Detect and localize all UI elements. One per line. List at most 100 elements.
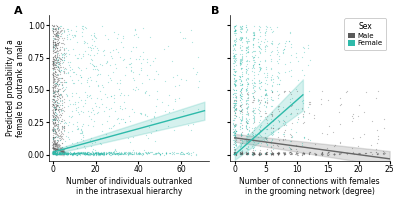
- Point: [239, 35, 246, 39]
- Point: [232, 110, 238, 114]
- Point: [233, 151, 239, 154]
- Point: [51, 95, 58, 98]
- Point: [56, 57, 63, 60]
- Point: [238, 152, 245, 156]
- Point: [58, 66, 64, 69]
- Point: [255, 152, 262, 155]
- Point: [130, 110, 137, 113]
- Point: [58, 152, 65, 156]
- Point: [231, 124, 238, 127]
- Point: [238, 74, 245, 78]
- Point: [238, 143, 244, 146]
- Point: [232, 28, 238, 32]
- Point: [231, 152, 237, 155]
- Point: [73, 25, 79, 28]
- Point: [90, 108, 96, 112]
- Point: [276, 113, 282, 116]
- Point: [59, 148, 65, 151]
- Point: [244, 39, 250, 43]
- Point: [59, 150, 65, 154]
- Point: [270, 77, 276, 80]
- Point: [244, 96, 250, 99]
- Point: [286, 143, 292, 146]
- Point: [54, 152, 61, 155]
- Point: [232, 131, 238, 135]
- Point: [249, 66, 256, 70]
- Point: [52, 56, 58, 59]
- Point: [280, 105, 286, 108]
- Point: [54, 101, 61, 104]
- Point: [103, 152, 109, 156]
- Point: [52, 38, 58, 41]
- Point: [132, 150, 139, 154]
- Point: [231, 148, 238, 151]
- Point: [232, 94, 239, 97]
- Point: [236, 93, 243, 96]
- Point: [58, 135, 64, 139]
- Point: [263, 112, 270, 115]
- Point: [57, 138, 63, 141]
- Point: [231, 101, 237, 105]
- Point: [64, 152, 70, 155]
- Point: [122, 150, 128, 154]
- Point: [238, 126, 245, 129]
- Point: [239, 118, 245, 121]
- Point: [238, 59, 244, 63]
- Point: [50, 37, 57, 40]
- Point: [269, 73, 276, 76]
- Point: [245, 132, 252, 135]
- Point: [101, 54, 107, 57]
- Point: [80, 151, 86, 155]
- Point: [56, 152, 62, 155]
- Point: [250, 152, 256, 155]
- Point: [50, 117, 56, 120]
- Point: [230, 128, 236, 131]
- Point: [83, 153, 89, 156]
- Point: [237, 124, 243, 127]
- Point: [50, 100, 56, 103]
- Point: [318, 151, 325, 154]
- Point: [50, 29, 56, 33]
- Point: [52, 74, 58, 78]
- Point: [231, 114, 237, 117]
- Point: [135, 153, 141, 156]
- Point: [287, 90, 293, 93]
- Point: [238, 119, 245, 122]
- Point: [188, 153, 195, 156]
- Point: [57, 70, 63, 73]
- Point: [281, 151, 287, 155]
- Point: [55, 34, 61, 37]
- Point: [93, 153, 99, 156]
- Point: [51, 151, 58, 155]
- Point: [86, 94, 93, 97]
- Point: [74, 128, 81, 131]
- Point: [162, 80, 168, 83]
- Point: [232, 147, 238, 150]
- Point: [257, 126, 264, 129]
- Point: [61, 150, 68, 154]
- Point: [189, 41, 196, 44]
- Point: [52, 67, 58, 70]
- Point: [231, 56, 238, 59]
- Point: [140, 26, 146, 30]
- Point: [59, 150, 65, 153]
- Point: [288, 134, 295, 138]
- Point: [74, 152, 80, 156]
- Point: [50, 42, 56, 45]
- Point: [250, 58, 256, 61]
- Point: [230, 77, 237, 80]
- Point: [70, 153, 76, 156]
- Point: [258, 67, 264, 70]
- Point: [232, 108, 238, 111]
- Point: [90, 46, 96, 49]
- Point: [244, 152, 250, 155]
- Point: [53, 50, 59, 54]
- Point: [107, 151, 114, 155]
- Point: [252, 149, 258, 152]
- Point: [52, 54, 58, 57]
- Point: [368, 143, 374, 146]
- Point: [232, 25, 238, 28]
- Point: [257, 119, 264, 122]
- Point: [50, 88, 56, 91]
- Point: [237, 153, 244, 156]
